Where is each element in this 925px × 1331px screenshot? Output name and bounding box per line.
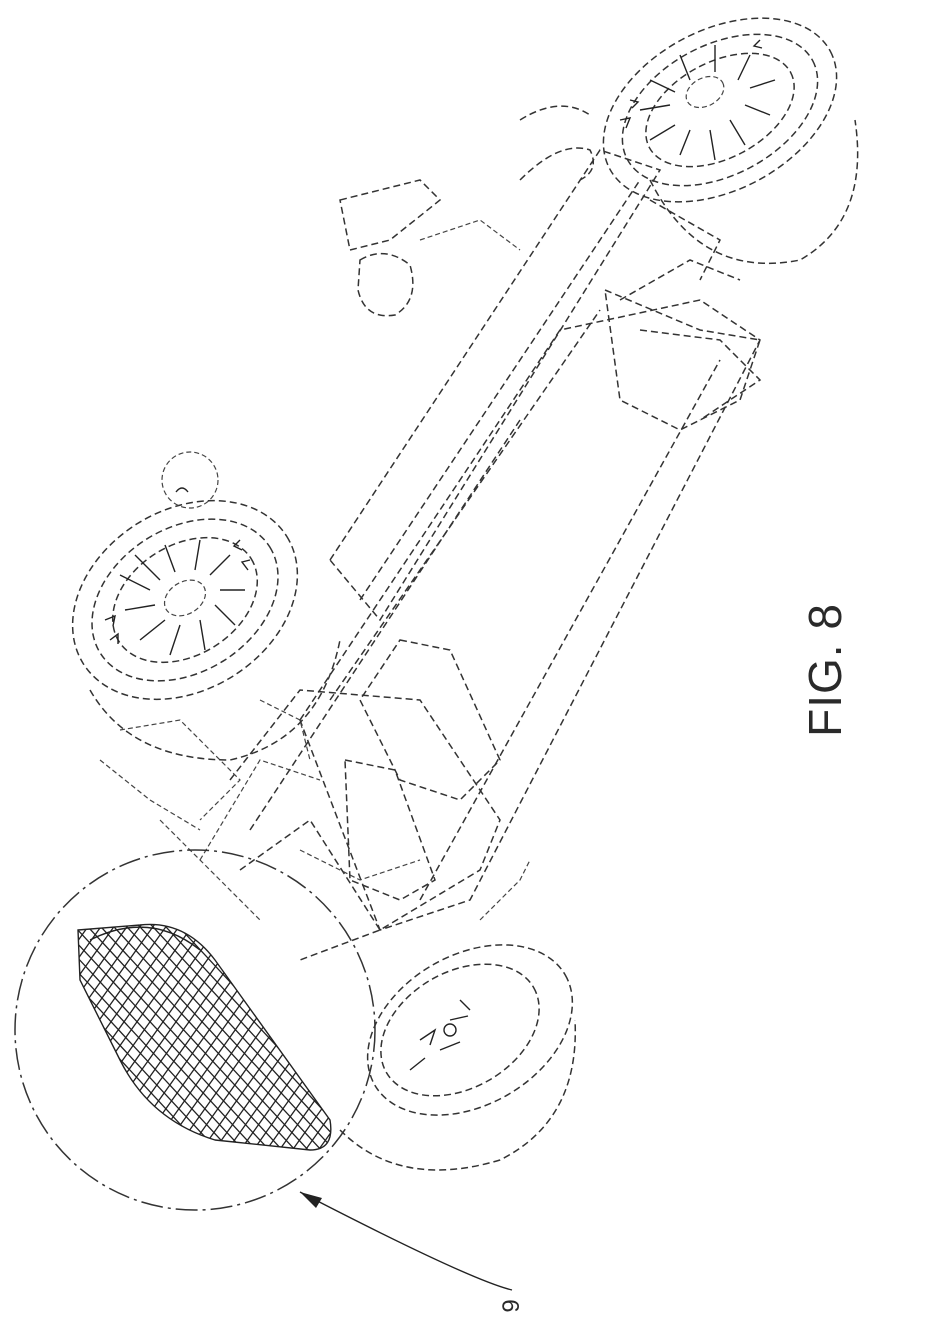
mesh-line — [0, 900, 159, 1180]
mesh-line — [0, 900, 81, 1180]
mesh-line — [0, 900, 193, 1180]
mesh-line — [0, 900, 133, 1180]
mesh-line — [414, 900, 674, 1180]
mesh-line — [206, 900, 406, 1180]
mesh-line — [141, 900, 341, 1180]
mesh-line — [557, 900, 757, 1180]
mesh-line — [0, 900, 154, 1180]
mesh-line — [479, 900, 739, 1180]
mesh-line — [0, 900, 107, 1180]
mesh-line — [0, 900, 16, 1180]
mesh-line — [0, 900, 115, 1180]
mesh-line — [544, 900, 804, 1180]
mesh-line — [193, 900, 393, 1180]
mesh-line — [245, 900, 445, 1180]
mesh-line — [479, 900, 679, 1180]
wheel-right — [520, 0, 868, 263]
mesh-line — [336, 900, 536, 1180]
mesh-line — [297, 900, 497, 1180]
mesh-line — [76, 900, 276, 1180]
mesh-line — [271, 900, 471, 1180]
mesh-line — [388, 900, 648, 1180]
mesh-line — [0, 900, 198, 1180]
mesh-line — [453, 900, 653, 1180]
mesh-line — [375, 900, 635, 1180]
mesh-line — [505, 900, 705, 1180]
mesh-line — [544, 900, 744, 1180]
mesh-line — [518, 900, 778, 1180]
mesh-line — [375, 900, 575, 1180]
mesh-line — [531, 900, 791, 1180]
mesh-line — [323, 900, 523, 1180]
mesh-line — [531, 900, 731, 1180]
mesh-line — [0, 900, 141, 1180]
mesh-line — [11, 900, 211, 1180]
detail-circle — [15, 850, 375, 1210]
mesh-line — [0, 900, 94, 1180]
leader-line — [300, 1192, 512, 1290]
mesh-line — [180, 900, 380, 1180]
mesh-line — [0, 900, 11, 1180]
mesh-line — [115, 900, 315, 1180]
mesh-line — [0, 900, 172, 1180]
mesh-line — [219, 900, 419, 1180]
mesh-grille — [0, 900, 817, 1180]
mesh-line — [349, 900, 549, 1180]
mesh-line — [492, 900, 692, 1180]
chassis-body — [100, 148, 760, 960]
mesh-line — [297, 900, 557, 1180]
mesh-line — [258, 900, 458, 1180]
mesh-line — [128, 900, 328, 1180]
mesh-line — [0, 900, 42, 1180]
mesh-line — [0, 900, 50, 1180]
mesh-line — [24, 900, 224, 1180]
mesh-line — [388, 900, 588, 1180]
mesh-line — [427, 900, 687, 1180]
mesh-line — [453, 900, 713, 1180]
mesh-line — [414, 900, 614, 1180]
mesh-line — [154, 900, 354, 1180]
mesh-line — [284, 900, 484, 1180]
mesh-line — [0, 900, 29, 1180]
mesh-line — [232, 900, 432, 1180]
mesh-line — [492, 900, 752, 1180]
mesh-line — [440, 900, 640, 1180]
mesh-line — [0, 900, 63, 1180]
mesh-line — [0, 900, 89, 1180]
mesh-line — [505, 900, 765, 1180]
mesh-line — [557, 900, 817, 1180]
mesh-line — [0, 900, 128, 1180]
mesh-line — [323, 900, 583, 1180]
reference-numeral: 9 — [498, 1299, 526, 1312]
mesh-line — [466, 900, 726, 1180]
mesh-line — [518, 900, 718, 1180]
mesh-line — [440, 900, 700, 1180]
mesh-line — [0, 900, 185, 1180]
wheel-bottom — [337, 910, 603, 1170]
mesh-line — [0, 900, 24, 1180]
mesh-line — [63, 900, 263, 1180]
figure-label: FIG. 8 — [798, 603, 852, 737]
wheel-left — [36, 452, 340, 760]
mesh-line — [349, 900, 609, 1180]
mesh-line — [466, 900, 666, 1180]
mesh-line — [0, 900, 55, 1180]
mesh-line — [427, 900, 627, 1180]
mesh-line — [0, 900, 37, 1180]
mesh-line — [310, 900, 510, 1180]
mesh-line — [0, 900, 68, 1180]
mesh-line — [0, 900, 3, 1180]
mesh-line — [362, 900, 622, 1180]
mesh-line — [50, 900, 250, 1180]
mesh-line — [401, 900, 661, 1180]
